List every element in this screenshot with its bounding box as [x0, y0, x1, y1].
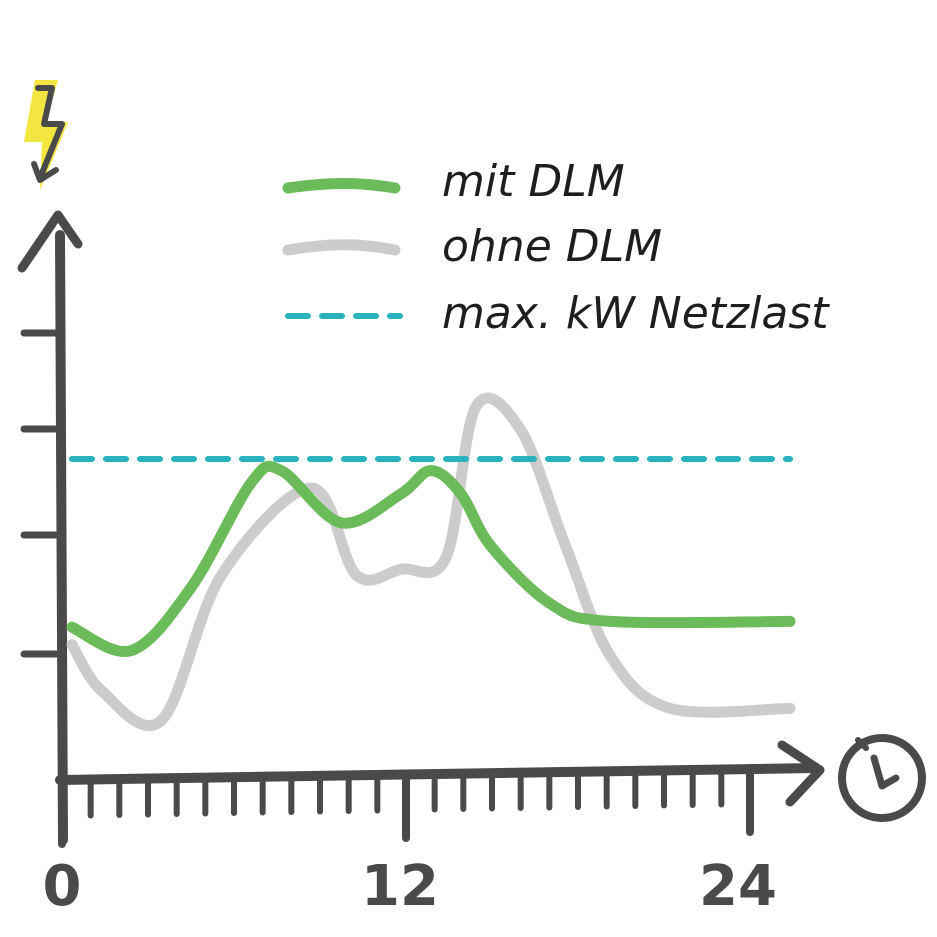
x-ticks [58, 764, 754, 848]
series-layer [66, 392, 796, 732]
x-axis [55, 740, 825, 848]
clock-icon [838, 734, 926, 822]
legend-label-max-kw-netzlast: max. kW Netzlast [442, 288, 830, 339]
legend-swatch-mit-dlm [282, 178, 401, 194]
x-tick-label-12: 12 [361, 854, 439, 919]
legend-swatch-ohne-dlm [282, 239, 401, 256]
legend-label-ohne-dlm: ohne DLM [442, 221, 662, 272]
lightning-bolt-icon [24, 80, 68, 190]
series-line-mit-dlm [66, 460, 796, 657]
legend-label-mit-dlm: mit DLM [442, 156, 625, 207]
series-line-ohne-dlm [66, 392, 796, 732]
x-tick-label-24: 24 [699, 854, 777, 919]
y-axis [17, 210, 83, 845]
legend: mit DLM ohne DLM max. kW Netzlast [282, 156, 830, 339]
x-tick-label-0: 0 [43, 854, 82, 919]
